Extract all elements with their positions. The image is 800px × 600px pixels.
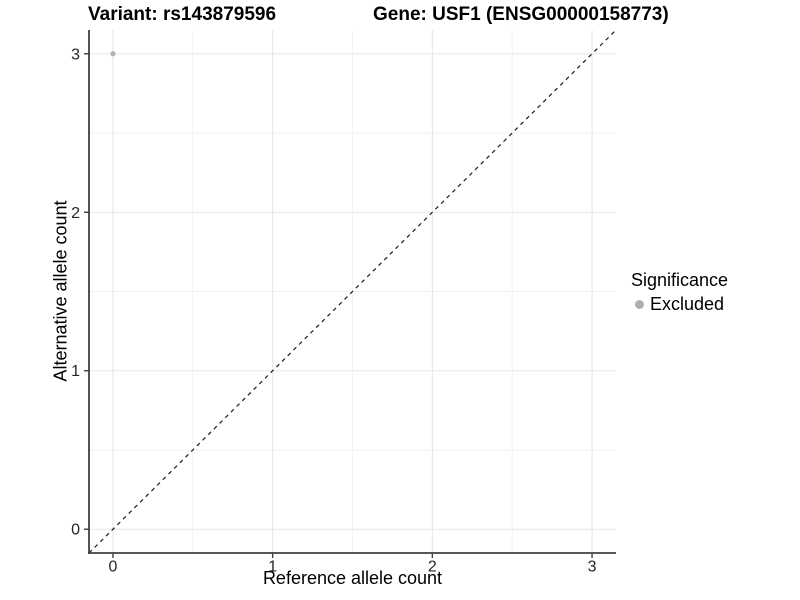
x-tick-label: 0 bbox=[109, 558, 118, 575]
y-tick-label: 2 bbox=[71, 205, 80, 222]
legend-title: Significance bbox=[631, 270, 729, 290]
y-tick-label: 1 bbox=[71, 363, 80, 380]
y-axis-title: Alternative allele count bbox=[50, 200, 71, 382]
plot-title-variant: Variant: rs143879596 bbox=[88, 4, 277, 25]
identity-reference-line bbox=[88, 29, 617, 554]
data-point bbox=[110, 51, 116, 57]
legend-item-label: Excluded bbox=[650, 294, 725, 314]
x-tick-label: 2 bbox=[428, 558, 437, 575]
x-tick-label: 3 bbox=[588, 558, 597, 575]
y-tick-label: 3 bbox=[71, 46, 80, 63]
legend-item-excluded: Excluded bbox=[631, 294, 728, 315]
legend: Significance Excluded bbox=[631, 270, 728, 315]
legend-point-swatch bbox=[635, 300, 644, 309]
plot-title-gene: Gene: USF1 (ENSG00000158773) bbox=[373, 4, 669, 25]
x-axis-title: Reference allele count bbox=[262, 568, 443, 588]
y-tick-label: 0 bbox=[71, 522, 80, 539]
x-tick-label: 1 bbox=[268, 558, 277, 575]
